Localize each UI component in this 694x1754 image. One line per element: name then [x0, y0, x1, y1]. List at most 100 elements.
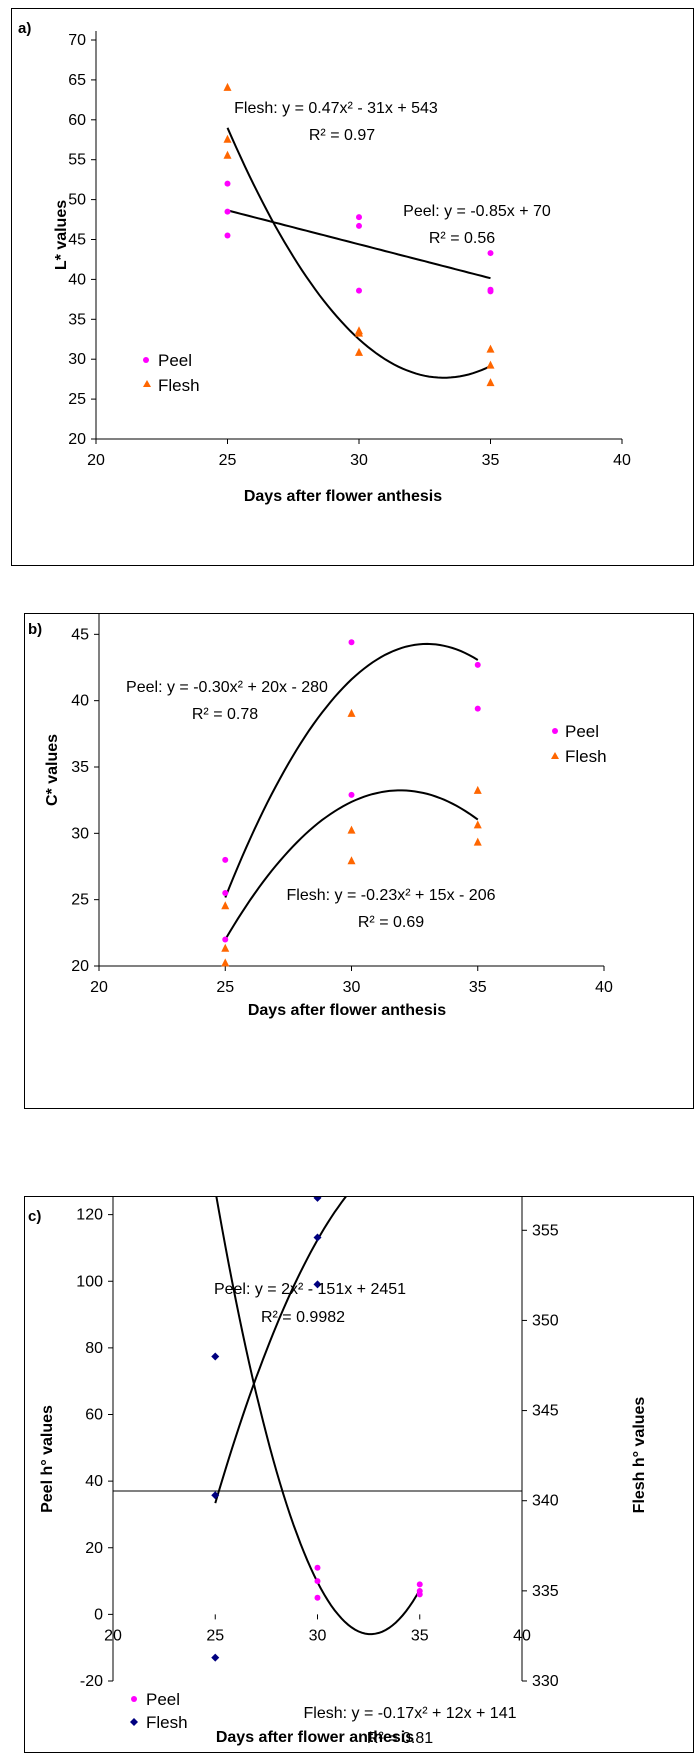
- y-tick-label: 35: [68, 311, 86, 328]
- data-point-flesh: [221, 958, 230, 967]
- data-point-peel: [222, 936, 229, 943]
- data-point-flesh: [313, 1280, 322, 1289]
- trendline-peel: [224, 642, 479, 898]
- trendline-equation: Flesh: y = 0.47x² - 31x + 543: [234, 100, 438, 117]
- y-tick-label: 120: [76, 1207, 103, 1224]
- x-axis-label: Days after flower anthesis: [244, 488, 442, 505]
- data-point-flesh: [211, 1653, 220, 1662]
- data-point-peel: [356, 222, 362, 229]
- y-right-tick-label: 355: [532, 1222, 559, 1239]
- y-right-tick-label: 335: [532, 1583, 559, 1600]
- y-tick-label: 20: [85, 1540, 103, 1557]
- y-right-tick-label: 350: [532, 1312, 559, 1329]
- y-tick-label: -20: [80, 1673, 103, 1690]
- legend-label: Flesh: [565, 747, 607, 766]
- data-point-flesh: [347, 825, 356, 834]
- chart-a-svg: a) 20 25 30 35 40 45 50 55 60 65 70 20 25 30 35 40 Day…: [18, 20, 631, 505]
- x-tick-label: 20: [87, 452, 105, 469]
- data-point-flesh: [223, 134, 232, 143]
- data-point-flesh: [211, 1352, 220, 1361]
- data-point-peel: [224, 208, 231, 215]
- data-point-peel: [474, 661, 481, 668]
- data-point-flesh: [221, 901, 230, 910]
- trendline-flesh: [226, 127, 491, 379]
- trendline-r2: R² = 0.97: [309, 127, 375, 144]
- legend: Peel Flesh: [130, 1690, 188, 1732]
- legend-marker-flesh: [551, 752, 559, 759]
- y-tick-label: 65: [68, 72, 86, 89]
- data-point-flesh: [211, 1491, 220, 1500]
- y-tick-label: 70: [68, 32, 86, 49]
- data-point-peel: [487, 250, 494, 257]
- y-tick-label: 40: [68, 271, 86, 288]
- data-point-peel: [314, 1594, 321, 1601]
- data-point-flesh: [223, 82, 232, 91]
- panel-label: b): [28, 621, 42, 638]
- y-tick-label: 20: [68, 431, 86, 448]
- trendline-r2: R² = 0.56: [429, 230, 495, 247]
- data-point-flesh: [347, 708, 356, 717]
- data-point-peel: [348, 791, 355, 798]
- y-tick-label: 80: [85, 1340, 103, 1357]
- trendline-r2: R² = 0.78: [192, 706, 258, 723]
- x-tick-label: 30: [309, 1627, 327, 1644]
- data-point-flesh: [355, 347, 363, 356]
- data-point-flesh: [313, 1197, 322, 1202]
- data-point-flesh: [355, 328, 363, 337]
- y-tick-label: 30: [71, 825, 89, 842]
- data-point-flesh: [486, 344, 495, 353]
- y-tick-label: 25: [71, 892, 89, 909]
- legend: Peel Flesh: [551, 722, 607, 766]
- data-point-flesh: [347, 856, 356, 865]
- y-tick-label: 100: [76, 1273, 103, 1290]
- x-tick-label: 35: [469, 979, 487, 996]
- y-tick-label: 40: [71, 693, 89, 710]
- y-tick-label: 25: [68, 391, 86, 408]
- trendline-equation: Peel: y = -0.30x² + 20x - 280: [126, 679, 328, 696]
- legend-marker-peel: [552, 728, 558, 734]
- chart-c-svg: c) -20020406080100120140 330335340345350…: [28, 1197, 648, 1747]
- y-tick-label: 50: [68, 192, 86, 209]
- data-point-peel: [487, 288, 494, 295]
- data-point-peel: [356, 287, 362, 294]
- panel-label: a): [18, 20, 31, 37]
- data-point-flesh: [486, 378, 495, 387]
- chart-panel-c: c) -20020406080100120140 330335340345350…: [24, 1196, 694, 1753]
- trendline-r2: R² = 0.81: [367, 1730, 433, 1747]
- data-point-flesh: [473, 785, 482, 794]
- legend-marker-flesh: [130, 1718, 138, 1726]
- x-tick-label: 25: [219, 452, 237, 469]
- data-point-flesh: [223, 150, 232, 159]
- trendline-equation: Flesh: y = -0.17x² + 12x + 141: [303, 1705, 516, 1722]
- panel-label: c): [28, 1208, 41, 1225]
- x-tick-label: 35: [411, 1627, 429, 1644]
- x-tick-label: 40: [613, 452, 631, 469]
- y-tick-label: 35: [71, 759, 89, 776]
- y-tick-label: 45: [71, 626, 89, 643]
- trendline-equation: Flesh: y = -0.23x² + 15x - 206: [287, 887, 496, 904]
- y-tick-label: 60: [85, 1407, 103, 1424]
- x-axis-label: Days after flower anthesis: [216, 1729, 414, 1746]
- data-point-peel: [416, 1581, 423, 1588]
- x-tick-label: 30: [350, 452, 368, 469]
- data-point-peel: [224, 180, 231, 187]
- legend-label: Peel: [146, 1690, 180, 1709]
- x-tick-label: 25: [216, 979, 234, 996]
- legend-marker-flesh: [143, 380, 151, 387]
- y-right-tick-label: 330: [532, 1673, 559, 1690]
- y-right-tick-label: 345: [532, 1403, 559, 1420]
- x-tick-label: 30: [343, 979, 361, 996]
- legend-marker-peel: [131, 1696, 137, 1702]
- y-tick-label: 30: [68, 351, 86, 368]
- x-tick-label: 20: [90, 979, 108, 996]
- data-point-peel: [356, 214, 362, 221]
- x-tick-label: 40: [595, 979, 613, 996]
- data-point-peel: [474, 705, 481, 712]
- trendline-r2: R² = 0.9982: [261, 1309, 345, 1326]
- legend-label: Peel: [158, 351, 192, 370]
- legend: Peel Flesh: [143, 351, 200, 395]
- data-point-peel: [416, 1591, 423, 1598]
- data-point-peel: [222, 890, 229, 897]
- x-tick-label: 35: [482, 452, 500, 469]
